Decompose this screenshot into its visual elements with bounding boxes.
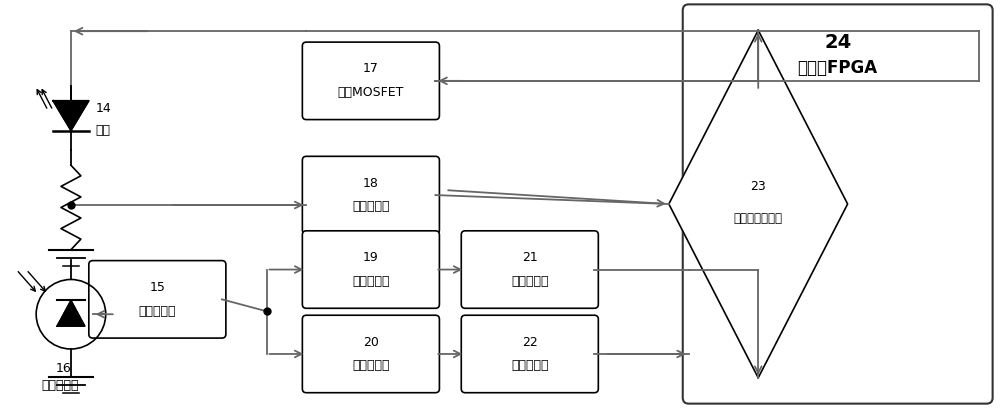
FancyBboxPatch shape xyxy=(302,42,439,120)
Text: 光源: 光源 xyxy=(96,124,111,137)
FancyBboxPatch shape xyxy=(461,231,598,308)
Text: 14: 14 xyxy=(96,102,112,115)
Text: 20: 20 xyxy=(363,335,379,348)
Text: 16: 16 xyxy=(56,362,72,375)
Text: 17: 17 xyxy=(363,62,379,75)
Text: 22: 22 xyxy=(522,335,538,348)
FancyBboxPatch shape xyxy=(683,4,993,404)
Text: 模数转换器: 模数转换器 xyxy=(511,359,549,373)
Text: 24: 24 xyxy=(824,33,851,51)
FancyBboxPatch shape xyxy=(302,315,439,393)
Polygon shape xyxy=(53,101,89,131)
Text: 高速比较器: 高速比较器 xyxy=(352,200,390,213)
Text: 高速MOSFET: 高速MOSFET xyxy=(338,86,404,99)
Text: 18: 18 xyxy=(363,177,379,190)
FancyBboxPatch shape xyxy=(302,156,439,234)
FancyBboxPatch shape xyxy=(89,261,226,338)
Text: 射频放大器: 射频放大器 xyxy=(352,359,390,373)
Polygon shape xyxy=(669,30,848,378)
Text: 高速比较器: 高速比较器 xyxy=(511,275,549,288)
Text: 23: 23 xyxy=(750,180,766,193)
Text: 时间数字转换器: 时间数字转换器 xyxy=(734,213,783,225)
Text: 19: 19 xyxy=(363,251,379,264)
Text: 处理器FPGA: 处理器FPGA xyxy=(798,59,878,77)
Text: 跨阻放大器: 跨阻放大器 xyxy=(139,305,176,318)
Text: 射频放大器: 射频放大器 xyxy=(352,275,390,288)
Text: 光电传感器: 光电传感器 xyxy=(41,379,79,392)
FancyBboxPatch shape xyxy=(302,231,439,308)
Polygon shape xyxy=(57,300,85,326)
FancyBboxPatch shape xyxy=(461,315,598,393)
Text: 15: 15 xyxy=(149,281,165,294)
Text: 21: 21 xyxy=(522,251,538,264)
